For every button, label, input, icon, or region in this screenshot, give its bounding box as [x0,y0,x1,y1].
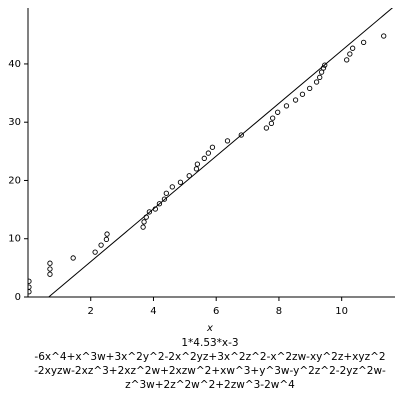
y-tick-label: 0 [15,292,21,303]
point [140,224,146,230]
point [350,45,356,51]
point [70,255,76,261]
point [307,85,313,92]
x-tick-label: 8 [276,306,282,317]
x-tick-label: 4 [150,306,156,317]
point [317,74,323,80]
caption-line: -2xyzw-2xz^3+2xz^2w+2xzw^2+xw^3+y^3w-y^2… [34,365,386,377]
point [201,155,207,161]
point [47,266,53,272]
x-tick-label: 10 [335,306,348,317]
point [268,120,275,127]
point [322,62,328,68]
point [360,39,367,46]
point [169,184,175,190]
fit-line [48,8,394,297]
point [103,236,110,242]
y-tick-label: 30 [8,117,21,128]
point [381,33,387,39]
point [283,103,290,109]
point [299,91,306,97]
caption-line: -6x^4+x^3w+3x^2y^2-2x^2yz+3x^2z^2-x^2zw-… [34,351,385,363]
point [156,201,163,207]
point [163,190,169,196]
point [146,209,153,215]
point [275,109,281,115]
y-tick-label: 10 [8,234,21,245]
y-tick-label: 20 [8,175,21,186]
point [292,97,299,103]
y-tick-label: 40 [8,59,21,70]
point [318,69,325,75]
point [205,150,212,156]
point [104,231,110,237]
caption-line: z^3w+2z^2w^2+2zw^3-2w^4 [125,379,295,391]
point [98,242,104,248]
x-axis-label: x [206,323,213,334]
point [209,144,216,150]
point [238,132,244,138]
point [47,260,53,266]
point [161,196,168,202]
point [28,278,32,284]
point [193,166,200,172]
point [141,219,147,225]
caption: 1*4.53*x-3 -6x^4+x^3w+3x^2y^2-2x^2yz+3x^2… [34,337,386,391]
point [186,173,192,179]
point [47,271,53,277]
plot-area [28,8,394,297]
x-tick-label: 2 [88,306,94,317]
point [263,125,270,131]
caption-line: 1*4.53*x-3 [181,337,238,349]
point [313,79,320,85]
point [344,57,350,63]
point [270,115,276,121]
point [28,284,32,290]
point [194,161,201,167]
point [177,179,184,185]
point [28,289,32,295]
x-tick-label: 6 [213,306,219,317]
point [92,249,98,255]
point [347,51,353,57]
point [224,138,231,144]
